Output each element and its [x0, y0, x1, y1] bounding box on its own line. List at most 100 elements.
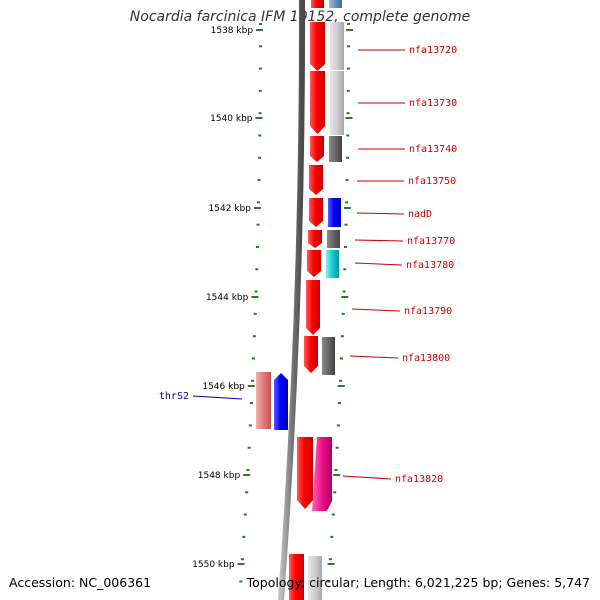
- tick-mark: [247, 385, 255, 387]
- feature-block: [308, 230, 322, 248]
- ring-dot: [339, 357, 343, 360]
- tick-mark: [343, 207, 351, 209]
- ring-dot: [251, 379, 255, 382]
- ring-dot: [347, 23, 351, 25]
- ring-dot: [253, 312, 257, 315]
- ring-dot: [251, 357, 255, 360]
- tick-label: 1550 kbp: [192, 560, 235, 570]
- accession-text: Accession: NC_006361: [9, 575, 152, 590]
- gene-label-thrs2[interactable]: thrS2: [159, 391, 189, 402]
- ring-dot: [248, 424, 252, 427]
- ring-dot: [259, 45, 263, 48]
- feature-block: [304, 336, 318, 373]
- gene-label-nfa13780[interactable]: nfa13780: [406, 260, 454, 271]
- tick-label: 1540 kbp: [210, 114, 253, 124]
- feature-block-top-red: [311, 0, 324, 8]
- gene-label-nadd[interactable]: nadD: [408, 209, 432, 220]
- tick-label: 1544 kbp: [206, 293, 249, 303]
- ring-dot: [346, 112, 350, 115]
- feature-block: [309, 165, 323, 195]
- tick-mark: [253, 207, 261, 209]
- gene-label-nfa13740[interactable]: nfa13740: [409, 144, 457, 155]
- ring-dot: [259, 23, 263, 25]
- ring-dot: [342, 290, 346, 293]
- ring-dot: [341, 312, 345, 315]
- feature-block-top-steel: [329, 0, 342, 8]
- ring-dot: [339, 379, 343, 382]
- ring-dot: [240, 558, 244, 561]
- tick-mark: [346, 29, 354, 31]
- tick-mark: [256, 29, 264, 31]
- ring-dot: [249, 402, 253, 405]
- ring-dot: [258, 112, 262, 115]
- ring-dot: [343, 246, 347, 248]
- tick-mark: [345, 117, 353, 119]
- ring-dots: [239, 23, 351, 583]
- feature-block: [310, 22, 325, 71]
- leader-line: [192, 395, 243, 400]
- ring-dot: [347, 45, 351, 48]
- ring-dot: [242, 535, 246, 538]
- ring-dot: [327, 580, 331, 583]
- tick-mark: [243, 474, 251, 476]
- ring-dot: [340, 335, 344, 338]
- tick-mark: [255, 117, 263, 119]
- gene-label-nfa13730[interactable]: nfa13730: [409, 98, 457, 109]
- ring-dot: [333, 491, 337, 494]
- leader-line: [342, 475, 392, 480]
- ring-dot: [330, 535, 334, 538]
- feature-blocks: [256, 0, 344, 600]
- ring-dot: [334, 469, 338, 471]
- feature-block: [312, 437, 332, 511]
- ring-dot: [246, 469, 250, 471]
- feature-block: [330, 71, 344, 135]
- tick-mark: [333, 474, 341, 476]
- feature-block: [326, 250, 339, 278]
- ring-dot: [257, 201, 261, 204]
- leader-line: [356, 212, 405, 215]
- gene-labels: nfa13720 nfa13730 nfa13740 nfa13750 nadD nfa1…: [159, 45, 457, 485]
- ring-dot: [257, 156, 261, 159]
- ring-dot: [343, 268, 347, 271]
- tick-label: 1542 kbp: [209, 204, 252, 214]
- gene-label-nfa13720[interactable]: nfa13720: [409, 45, 457, 56]
- gene-label-nfa13770[interactable]: nfa13770: [407, 236, 455, 247]
- gene-label-nfa13820[interactable]: nfa13820: [395, 474, 443, 485]
- ring-dot: [256, 223, 260, 226]
- ring-dot: [335, 446, 339, 449]
- leader-line: [354, 262, 403, 266]
- gene-label-nfa13790[interactable]: nfa13790: [404, 306, 452, 317]
- feature-block: [327, 230, 340, 248]
- ring-dot: [346, 67, 350, 70]
- leader-line: [351, 308, 401, 312]
- ring-dot: [258, 134, 262, 137]
- ring-dot: [255, 268, 259, 271]
- gene-label-nfa13750[interactable]: nfa13750: [408, 176, 456, 187]
- tick-mark: [251, 296, 259, 298]
- feature-block: [329, 136, 342, 162]
- feature-block: [328, 198, 341, 227]
- leader-line: [354, 239, 404, 242]
- ring-dot: [331, 513, 335, 516]
- tick-label: 1538 kbp: [211, 26, 254, 36]
- ring-dot: [239, 580, 243, 583]
- tick-label: 1546 kbp: [202, 382, 245, 392]
- ring-dot: [258, 67, 262, 70]
- ring-dot: [345, 156, 349, 159]
- feature-block: [309, 198, 323, 227]
- ring-dot: [254, 290, 258, 293]
- ring-dot: [336, 424, 340, 427]
- feature-block-bottom-light: [308, 556, 322, 600]
- feature-block: [306, 280, 320, 335]
- ring-dot: [245, 491, 249, 494]
- gene-label-nfa13800[interactable]: nfa13800: [402, 353, 450, 364]
- ring-dot: [346, 89, 350, 92]
- ring-dot: [257, 179, 261, 182]
- ring-dot: [252, 335, 256, 338]
- tick-label: 1548 kbp: [198, 471, 241, 481]
- ring-dot: [345, 201, 349, 204]
- ring-dot: [328, 558, 332, 561]
- backbone-arc: [278, 0, 306, 600]
- ring-dot: [346, 134, 350, 137]
